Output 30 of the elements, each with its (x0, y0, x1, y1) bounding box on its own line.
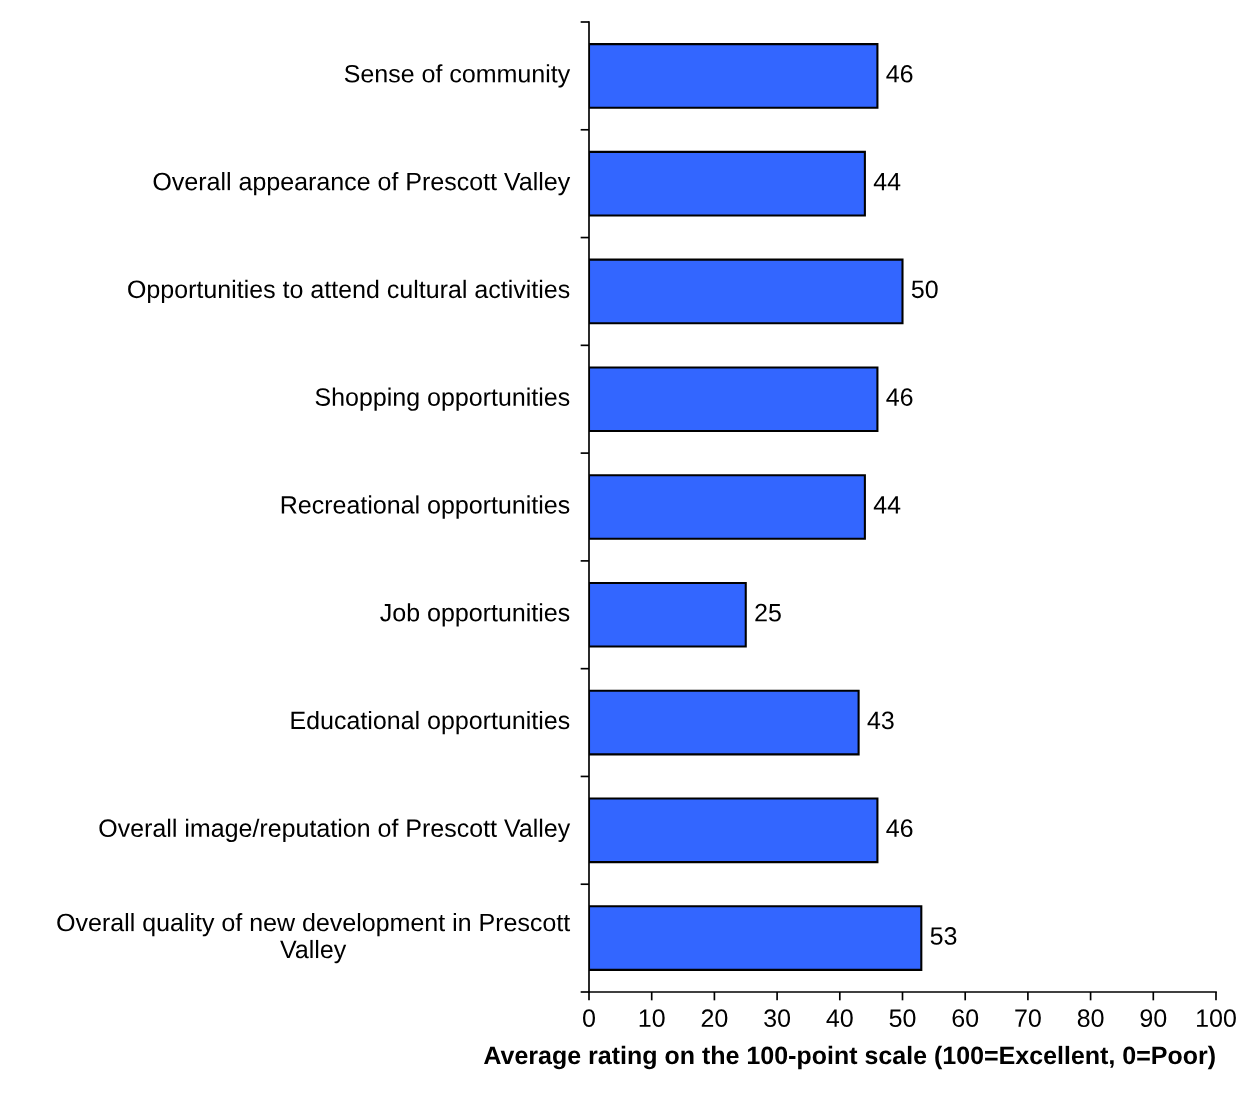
x-tick-label: 30 (764, 1009, 791, 1028)
data-label: 44 (873, 172, 901, 191)
y-tick-label: Shopping opportunities (315, 387, 570, 411)
x-tick-label: 60 (952, 1009, 979, 1028)
y-tick-label: Overall image/reputation of Prescott Valley (99, 818, 571, 842)
data-label: 46 (886, 64, 913, 83)
y-tick-label: Sense of community (344, 64, 571, 88)
y-tick-label: Overall appearance of Prescott Valley (153, 172, 571, 196)
x-tick-label: 80 (1077, 1009, 1104, 1028)
y-tick-label: Overall quality of new development in Prescott Valley (57, 912, 571, 964)
data-label: 44 (873, 496, 901, 514)
x-axis-title: Average rating on the 100-point scale (100=Excellent, 0=Poor) (484, 1045, 1215, 1070)
data-label: 46 (886, 819, 913, 838)
x-tick-label: 10 (639, 1009, 665, 1028)
y-tick-label: Opportunities to attend cultural activities (128, 279, 570, 304)
y-tick-label: Job opportunities (380, 603, 570, 627)
data-label: 53 (930, 927, 957, 945)
x-tick-label: 100 (1197, 1009, 1236, 1028)
x-tick-label: 0 (583, 1009, 595, 1028)
data-label: 25 (755, 603, 781, 622)
x-tick-label: 70 (1015, 1009, 1041, 1028)
x-tick-label: 20 (701, 1009, 728, 1028)
x-tick-label: 40 (826, 1009, 853, 1028)
x-tick-label: 50 (889, 1009, 916, 1028)
data-label: 50 (911, 280, 938, 299)
y-tick-label: Recreational opportunities (281, 495, 570, 519)
data-label: 43 (867, 711, 894, 730)
data-label: 46 (886, 388, 913, 406)
x-tick-label: 90 (1140, 1009, 1167, 1028)
y-tick-label: Educational opportunities (291, 710, 570, 735)
